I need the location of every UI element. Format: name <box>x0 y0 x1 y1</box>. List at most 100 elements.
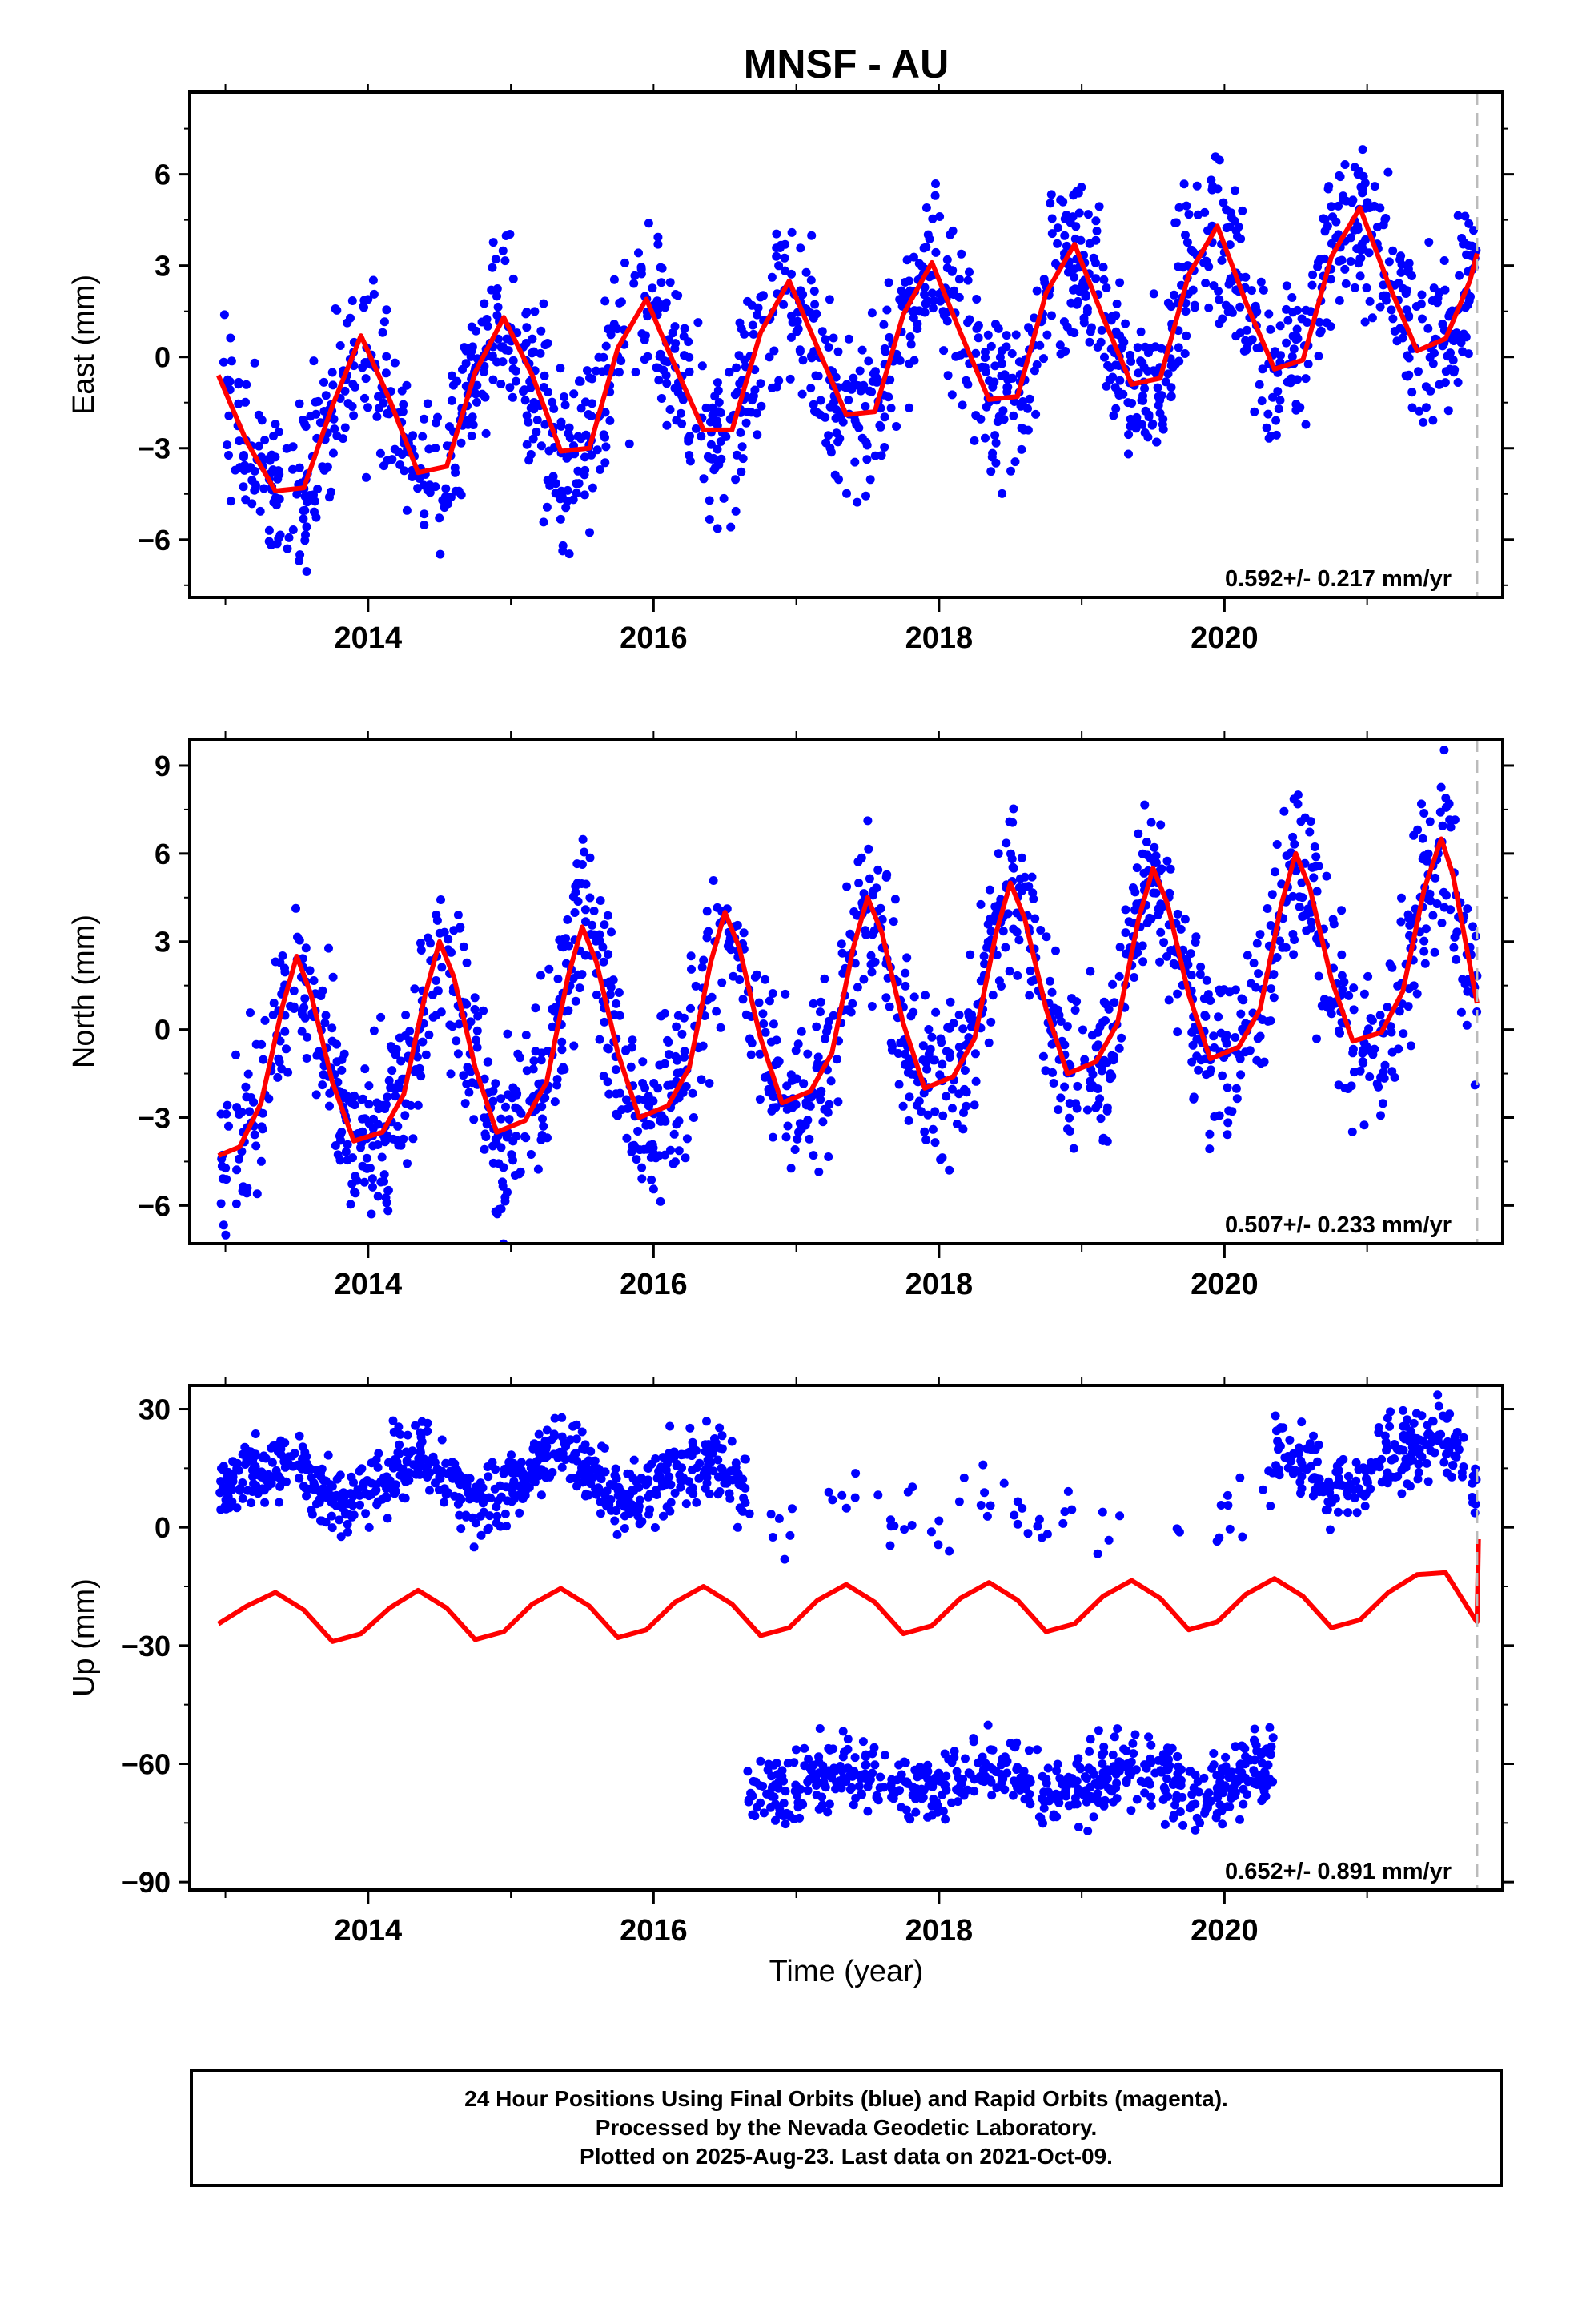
data-point <box>312 1499 321 1509</box>
data-point <box>1108 1750 1118 1759</box>
data-point <box>1298 912 1307 922</box>
data-point <box>813 372 823 381</box>
data-point <box>741 418 751 428</box>
data-point <box>435 513 444 523</box>
data-point <box>491 1079 500 1088</box>
data-point <box>637 1163 647 1172</box>
data-point <box>459 942 468 951</box>
data-point <box>755 1095 765 1104</box>
data-point <box>1062 241 1071 251</box>
data-point <box>1217 255 1227 265</box>
data-point <box>361 1509 371 1518</box>
data-point <box>970 1100 979 1110</box>
data-point <box>1450 365 1460 375</box>
y-tick-label: −6 <box>138 524 171 557</box>
data-point <box>1009 1776 1018 1786</box>
data-point <box>1351 1458 1361 1467</box>
data-point <box>1025 394 1034 404</box>
data-point <box>1239 995 1248 1005</box>
data-point <box>779 300 789 309</box>
data-point <box>1186 949 1195 959</box>
data-point <box>1060 231 1070 240</box>
data-point <box>1086 1076 1095 1086</box>
data-point <box>1174 1762 1183 1771</box>
data-point <box>1094 202 1104 211</box>
data-point <box>1251 983 1261 992</box>
data-point <box>1263 904 1272 913</box>
data-point <box>947 1084 957 1094</box>
data-point <box>1231 186 1239 195</box>
data-point <box>959 1473 969 1482</box>
data-point <box>671 290 681 299</box>
data-point <box>261 1475 271 1485</box>
data-point <box>1072 1104 1082 1113</box>
data-point <box>288 525 298 534</box>
data-point <box>1319 254 1329 263</box>
data-point <box>1136 1776 1146 1786</box>
data-point <box>571 996 580 1006</box>
data-point <box>954 1010 964 1019</box>
data-point <box>1293 375 1302 384</box>
data-point <box>829 1744 838 1754</box>
data-point <box>699 474 709 484</box>
data-point <box>947 390 957 400</box>
data-point <box>801 267 811 277</box>
data-point <box>904 1059 913 1068</box>
data-point <box>1105 376 1114 385</box>
data-point <box>1039 354 1048 364</box>
data-point <box>364 1100 374 1109</box>
data-point <box>654 1151 664 1160</box>
y-tick-label: −90 <box>122 1866 171 1899</box>
data-point <box>569 1041 579 1051</box>
data-point <box>660 1059 669 1068</box>
data-point <box>238 1494 247 1503</box>
data-point <box>379 317 389 327</box>
data-point <box>786 332 796 342</box>
data-point <box>1074 208 1084 218</box>
x-tick-label: 2018 <box>905 1268 974 1301</box>
data-point <box>831 1784 841 1794</box>
data-point <box>1235 328 1245 338</box>
data-point <box>958 1024 968 1034</box>
data-point <box>712 1007 721 1016</box>
data-point <box>1020 872 1030 882</box>
data-point <box>1065 1127 1074 1136</box>
data-point <box>697 361 707 371</box>
data-point <box>1262 423 1271 432</box>
data-point <box>222 1504 231 1514</box>
data-point <box>1169 1813 1178 1823</box>
data-point <box>1058 197 1068 207</box>
data-point <box>1250 407 1259 416</box>
data-point <box>1188 1027 1198 1036</box>
data-point <box>1439 1458 1449 1467</box>
data-point <box>408 1134 418 1144</box>
data-point <box>865 386 874 396</box>
data-point <box>363 1164 372 1173</box>
data-point <box>299 1482 308 1491</box>
data-point <box>884 392 893 402</box>
data-point <box>1139 868 1149 878</box>
data-point <box>850 1493 860 1502</box>
data-point <box>1344 1471 1353 1481</box>
data-point <box>580 490 589 500</box>
data-point <box>604 1089 614 1099</box>
data-point <box>573 970 583 979</box>
data-point <box>1306 817 1315 826</box>
data-point <box>219 1220 228 1230</box>
data-point <box>1180 915 1190 924</box>
data-point <box>280 1027 290 1036</box>
data-point <box>832 428 841 438</box>
data-point <box>882 305 892 315</box>
data-point <box>1136 327 1146 336</box>
data-point <box>768 1533 777 1542</box>
data-point <box>1181 307 1191 316</box>
data-point <box>678 395 688 404</box>
data-point <box>613 1490 623 1500</box>
data-point <box>876 1772 885 1782</box>
data-point <box>1054 1105 1063 1115</box>
data-point <box>424 444 434 454</box>
data-point <box>859 975 869 984</box>
data-point <box>1173 909 1182 919</box>
data-point <box>923 230 933 239</box>
data-point <box>339 1088 349 1098</box>
